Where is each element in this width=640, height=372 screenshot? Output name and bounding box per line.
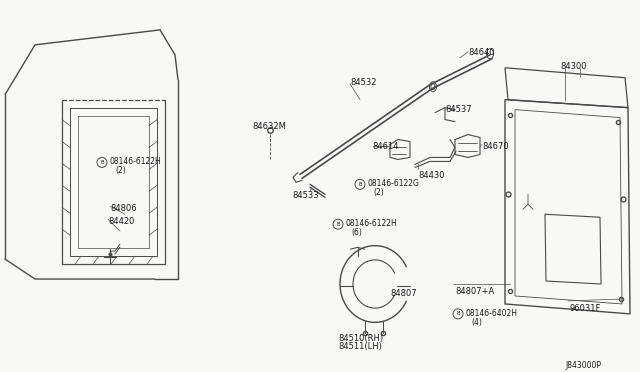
Text: (2): (2) <box>373 188 384 197</box>
Text: 84670: 84670 <box>482 141 509 151</box>
Text: 08146-6122H: 08146-6122H <box>110 157 162 166</box>
Text: 08146-6122H: 08146-6122H <box>346 219 397 228</box>
Text: 84537: 84537 <box>445 105 472 113</box>
Text: 84532: 84532 <box>350 78 376 87</box>
Text: J843000P: J843000P <box>565 361 601 370</box>
Text: 84614: 84614 <box>372 141 399 151</box>
Text: 84511(LH): 84511(LH) <box>338 342 382 351</box>
Text: 84632M: 84632M <box>252 122 286 131</box>
Text: (4): (4) <box>471 318 482 327</box>
Text: 84510(RH): 84510(RH) <box>338 334 383 343</box>
Text: 84807+A: 84807+A <box>455 287 494 296</box>
Text: B: B <box>100 160 104 165</box>
Text: 84806: 84806 <box>110 204 136 213</box>
Text: 84430: 84430 <box>418 171 445 180</box>
Text: (6): (6) <box>351 228 362 237</box>
Text: 84420: 84420 <box>108 217 134 226</box>
Text: 84300: 84300 <box>560 62 586 71</box>
Text: B: B <box>336 222 340 227</box>
Text: B: B <box>456 311 460 317</box>
Text: 08146-6402H: 08146-6402H <box>466 309 518 318</box>
Text: (2): (2) <box>115 166 125 176</box>
Text: 84807: 84807 <box>390 289 417 298</box>
Text: B: B <box>358 182 362 187</box>
Text: 84533: 84533 <box>292 191 319 201</box>
Text: 96031F: 96031F <box>570 304 602 313</box>
Text: 08146-6122G: 08146-6122G <box>368 179 420 188</box>
Text: 84640: 84640 <box>468 48 495 57</box>
